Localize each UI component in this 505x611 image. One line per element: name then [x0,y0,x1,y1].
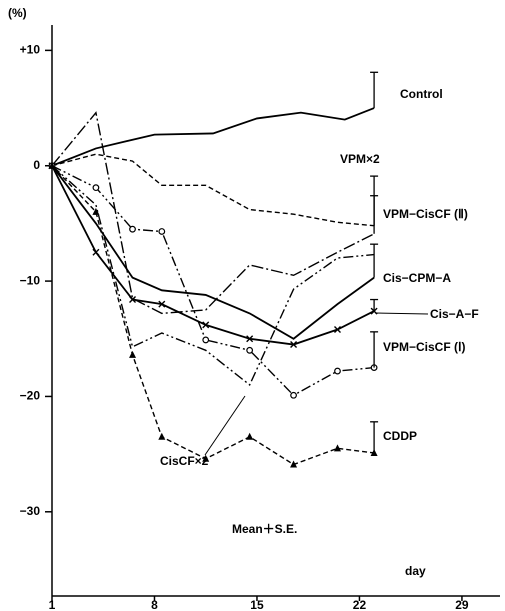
series-label: VPM−CisCF (Ⅱ) [383,207,468,221]
marker-circle [129,225,136,233]
marker-circle [334,367,341,375]
series-line [51,153,375,227]
marker-triangle [246,432,254,440]
error-bar [370,421,379,453]
marker-x [158,300,166,308]
series-label: VPM−CisCF (Ⅰ) [383,340,466,354]
marker-stroke [290,341,298,349]
marker-x [246,335,254,343]
series-label: CDDP [383,429,417,443]
marker-stroke [246,335,254,343]
series-label: Cis−A−F [430,307,479,321]
marker-x [92,248,100,256]
x-tick-label: 22 [353,598,367,611]
leader-line [204,395,246,456]
series-line [51,165,375,387]
x-tick-label: 8 [151,598,158,611]
marker-x [129,296,137,304]
marker-triangle [290,460,298,468]
annotation: Mean＋S.E. [232,522,297,536]
series-line [51,165,375,397]
x-tick-label: 29 [455,598,469,611]
y-unit-label: (%) [8,6,27,20]
error-bar [370,243,379,278]
leader-line [374,312,429,315]
marker-x [333,326,341,334]
marker-stroke [129,296,137,304]
marker-stroke [158,300,166,308]
y-tick-label: 0 [33,158,40,172]
series-label: Cis−CPM−A [383,271,451,285]
x-tick-label: 1 [49,598,56,611]
y-tick-label: −30 [20,504,41,518]
error-bar [370,331,379,368]
series-line [51,165,375,466]
series-line [51,165,375,340]
marker-x [202,321,210,329]
marker-stroke [92,248,100,256]
marker-stroke [202,321,210,329]
marker-circle [158,228,166,235]
error-bar [370,195,379,234]
error-bar [370,298,379,312]
marker-triangle [129,350,137,358]
marker-circle [246,346,254,354]
y-tick-label: −10 [20,273,41,287]
marker-circle [202,336,210,344]
x-tick-label: 15 [250,598,264,611]
series-line [51,111,375,315]
series-label: VPM×2 [340,152,380,166]
series-line [51,107,375,167]
y-tick-label: −20 [20,389,41,403]
marker-triangle [333,444,341,452]
series-label: CisCF×2 [160,454,209,468]
marker-circle [92,184,100,192]
y-tick-label: +10 [20,43,41,57]
marker-triangle [92,207,100,215]
marker-triangle [158,432,166,440]
marker-circle [290,391,297,399]
series-label: Control [400,87,443,101]
marker-stroke [333,326,341,334]
marker-x [290,341,298,349]
marker-triangle [202,454,210,462]
error-bar [370,71,379,109]
x-axis-label: day [405,564,426,578]
